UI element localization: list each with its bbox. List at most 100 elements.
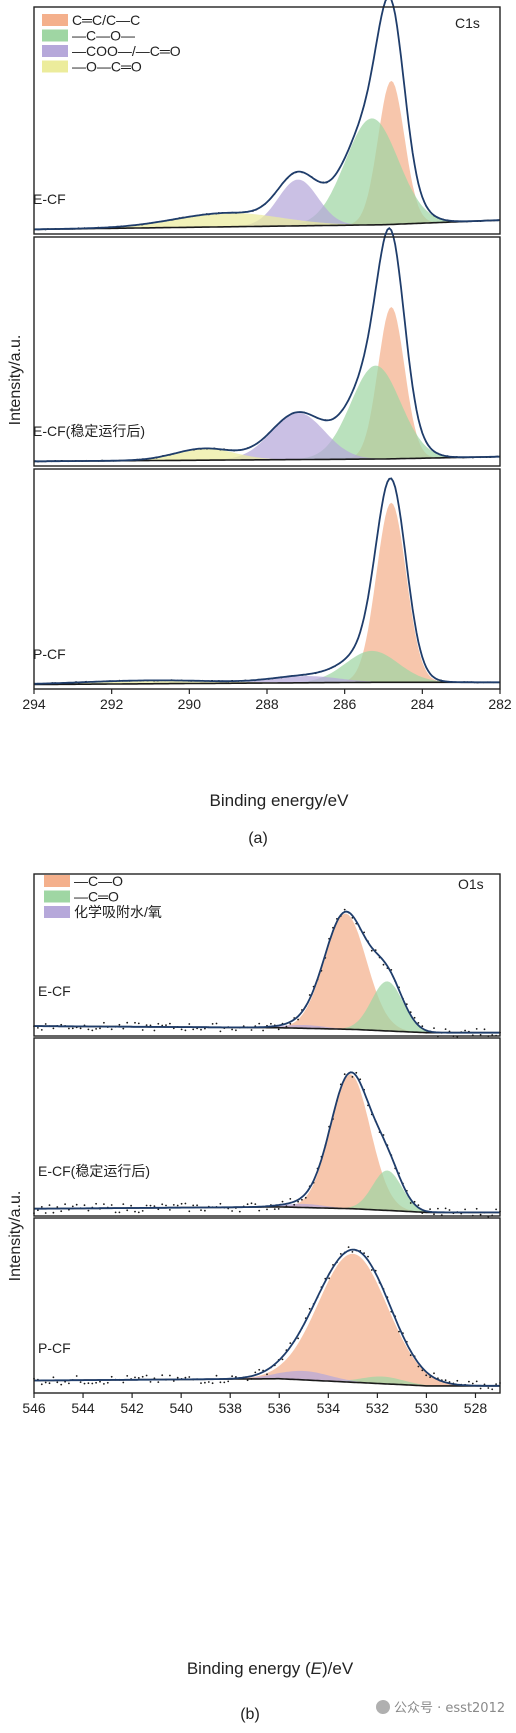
watermark: 公众号 · esst2012 — [376, 1700, 505, 1716]
raw-point — [145, 1374, 148, 1377]
raw-point — [370, 1269, 373, 1271]
raw-point — [413, 1200, 416, 1203]
a-raw-data-p-cf — [33, 477, 501, 685]
legend-item-c-o: —C—O — [44, 873, 123, 889]
raw-point — [44, 1023, 47, 1025]
x-tick-label: 532 — [366, 1400, 390, 1416]
raw-point — [157, 1022, 160, 1025]
raw-point — [134, 1210, 136, 1213]
b-raw-data-e-cf — [33, 1071, 501, 1218]
raw-point — [99, 1027, 101, 1030]
raw-point — [258, 1368, 261, 1371]
raw-point — [227, 1380, 230, 1383]
a-y-axis-label: Intensity/a.u. — [7, 335, 24, 426]
legend-item-c-o: —C—O— — [42, 28, 135, 44]
raw-point — [258, 1022, 261, 1025]
raw-point — [110, 1375, 113, 1378]
a-component-e-cf-o-c-o — [34, 212, 500, 230]
raw-point — [421, 1212, 424, 1214]
b-sample-label: E-CF — [38, 983, 71, 999]
raw-point — [301, 1198, 303, 1201]
raw-point — [421, 1025, 424, 1028]
raw-point — [429, 1376, 431, 1378]
b-envelope-e-cf — [34, 910, 500, 1034]
raw-point — [277, 1208, 280, 1210]
raw-point — [134, 1376, 136, 1379]
raw-point — [149, 1204, 152, 1207]
a-x-ticks: 294 292 290 288 286 284 282 — [22, 689, 512, 712]
raw-point — [231, 1028, 234, 1031]
a-baseline-e-cf — [33, 219, 501, 231]
raw-point — [281, 1358, 284, 1361]
a-panel-frame — [33, 6, 501, 235]
b-component-e-cf-c-o — [34, 913, 500, 1033]
raw-point — [149, 1381, 152, 1383]
legend-swatch — [42, 60, 68, 73]
raw-point — [297, 1337, 299, 1340]
raw-point — [246, 1203, 249, 1206]
raw-point — [425, 1031, 428, 1034]
a-panel-frame — [33, 236, 501, 467]
raw-point — [433, 1213, 435, 1216]
raw-point — [204, 1027, 206, 1030]
raw-point — [200, 1209, 202, 1211]
raw-point — [75, 1375, 78, 1377]
a-component-e-cf-c-c-c-c — [34, 80, 500, 230]
b-x-label-part3: )/eV — [322, 1659, 354, 1678]
raw-point — [169, 1022, 171, 1025]
legend-label: —C—O — [74, 873, 123, 889]
legend-swatch — [44, 906, 70, 918]
raw-point — [479, 1387, 482, 1390]
legend-swatch — [42, 14, 68, 26]
raw-point — [126, 1375, 129, 1377]
raw-point — [95, 1028, 97, 1030]
raw-point — [118, 1023, 121, 1026]
b-x-axis-label: Binding energy (E)/eV — [187, 1659, 354, 1678]
raw-point — [145, 1024, 148, 1026]
x-tick-label: 536 — [268, 1400, 292, 1416]
raw-point — [161, 1024, 164, 1027]
raw-point — [231, 1210, 234, 1212]
x-tick-label: 282 — [488, 696, 512, 712]
raw-point — [83, 1382, 86, 1385]
a-component-p-cf-coo-c-o — [34, 676, 500, 685]
raw-point — [204, 1381, 206, 1384]
raw-point — [223, 1381, 226, 1384]
raw-point — [87, 1028, 90, 1031]
a-panel-p-cf: P-CF — [33, 468, 501, 690]
raw-point — [367, 1255, 369, 1258]
legend-item-item: 化学吸附水/氧 — [44, 904, 162, 920]
b-panel-p-cf: P-CF — [33, 1217, 501, 1394]
raw-point — [134, 1021, 136, 1024]
raw-point — [122, 1381, 125, 1384]
raw-point — [413, 1016, 416, 1019]
raw-point — [304, 1196, 307, 1199]
b-panel-e-cf: E-CF(稳定运行后) — [33, 1037, 501, 1218]
raw-point — [448, 1209, 451, 1211]
raw-point — [103, 1383, 105, 1385]
raw-point — [308, 1307, 311, 1310]
legend-label: —C═O — [74, 889, 119, 905]
raw-point — [204, 1209, 206, 1212]
a-panel-e-cf: E-CF — [33, 0, 501, 235]
raw-point — [172, 1204, 175, 1206]
raw-point — [417, 1204, 420, 1206]
raw-point — [184, 1029, 187, 1032]
x-tick-label: 286 — [333, 696, 357, 712]
raw-point — [444, 1207, 447, 1210]
raw-point — [289, 1198, 292, 1200]
b-y-axis-label: Intensity/a.u. — [7, 1191, 24, 1282]
raw-point — [479, 1213, 482, 1216]
raw-point — [437, 1207, 439, 1210]
raw-point — [95, 1202, 97, 1205]
raw-point — [165, 1024, 167, 1026]
raw-point — [475, 1380, 478, 1383]
raw-point — [456, 1379, 459, 1382]
raw-point — [351, 1076, 354, 1078]
raw-point — [196, 1204, 199, 1207]
raw-point — [207, 1381, 210, 1383]
raw-point — [398, 1330, 400, 1333]
raw-point — [137, 1211, 140, 1214]
raw-point — [110, 1028, 113, 1031]
raw-point — [87, 1209, 90, 1212]
